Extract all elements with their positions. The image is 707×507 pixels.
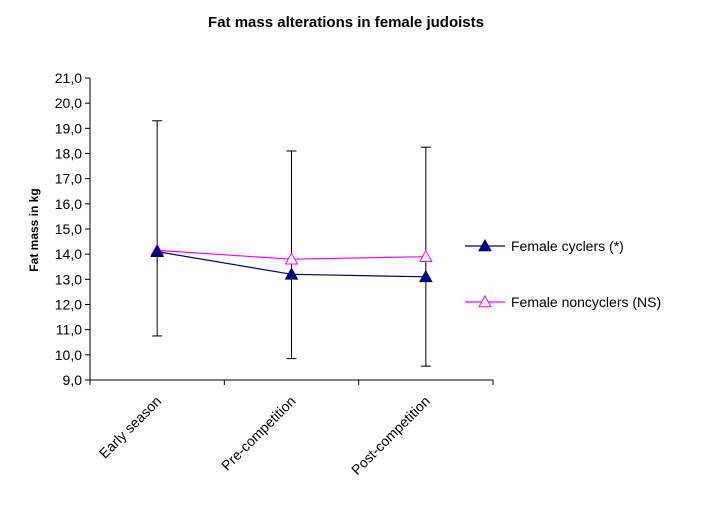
y-tick-label: 21,0 xyxy=(55,70,82,86)
y-tick-label: 11,0 xyxy=(56,322,82,338)
legend: Female cyclers (*) Female noncyclers (NS) xyxy=(465,238,661,310)
y-tick-label: 15,0 xyxy=(55,221,82,237)
y-tick-label: 13,0 xyxy=(55,271,82,287)
series-layer xyxy=(150,243,433,283)
x-category-label: Early season xyxy=(96,393,165,462)
y-tick-label: 18,0 xyxy=(55,146,82,162)
data-point-female-cyclers xyxy=(284,267,299,280)
y-ticks: 9,0 10,0 11,0 12,0 13,0 14,0 15,0 16,0 17,0 18,0 1… xyxy=(55,70,90,388)
legend-marker xyxy=(478,294,492,308)
y-tick-label: 10,0 xyxy=(55,347,82,363)
legend-label: Female noncyclers (NS) xyxy=(511,294,661,310)
y-tick-label: 9,0 xyxy=(63,372,83,388)
y-tick-label: 14,0 xyxy=(55,246,82,262)
x-category-label: Pre-competition xyxy=(218,393,299,474)
y-tick-label: 20,0 xyxy=(55,95,82,111)
y-tick-label: 16,0 xyxy=(55,196,82,212)
legend-marker xyxy=(478,238,492,252)
error-bars xyxy=(152,120,431,367)
x-ticks: Early season Pre-competition Post-competit… xyxy=(89,380,494,478)
y-tick-label: 17,0 xyxy=(55,171,82,187)
data-point-female-noncyclers xyxy=(418,249,433,262)
legend-label: Female cyclers (*) xyxy=(511,238,624,254)
data-point-female-noncyclers xyxy=(284,252,299,265)
data-point-female-cyclers xyxy=(150,244,165,257)
chart-title: Fat mass alterations in female judoists xyxy=(208,14,484,31)
y-tick-label: 12,0 xyxy=(55,297,82,313)
data-point-female-cyclers xyxy=(418,269,433,283)
y-axis-label: Fat mass in kg xyxy=(27,188,41,271)
y-tick-label: 19,0 xyxy=(55,120,82,136)
x-category-label: Post-competition xyxy=(348,393,433,478)
